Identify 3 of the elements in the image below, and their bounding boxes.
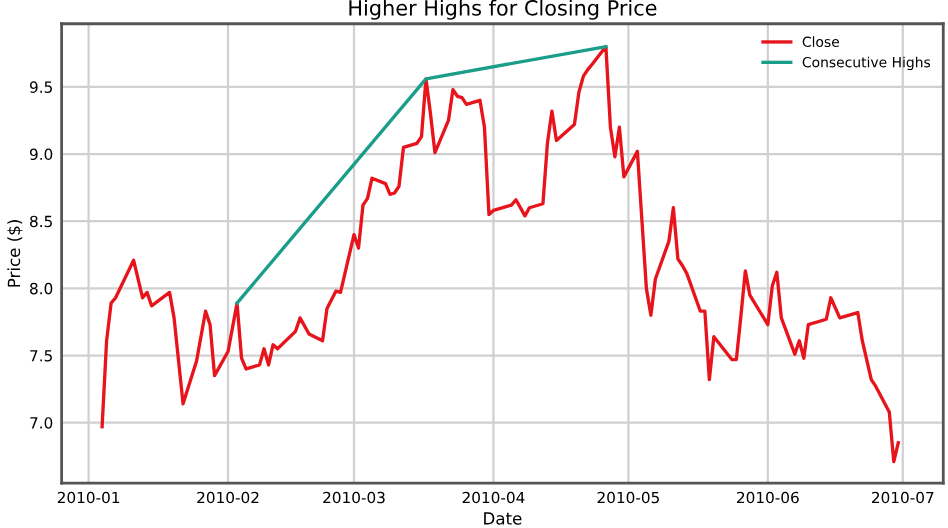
x-axis-title: Date <box>484 512 522 525</box>
chart-title: Higher Highs for Closing Price <box>349 0 657 20</box>
y-axis-title: Price ($) <box>7 220 23 287</box>
